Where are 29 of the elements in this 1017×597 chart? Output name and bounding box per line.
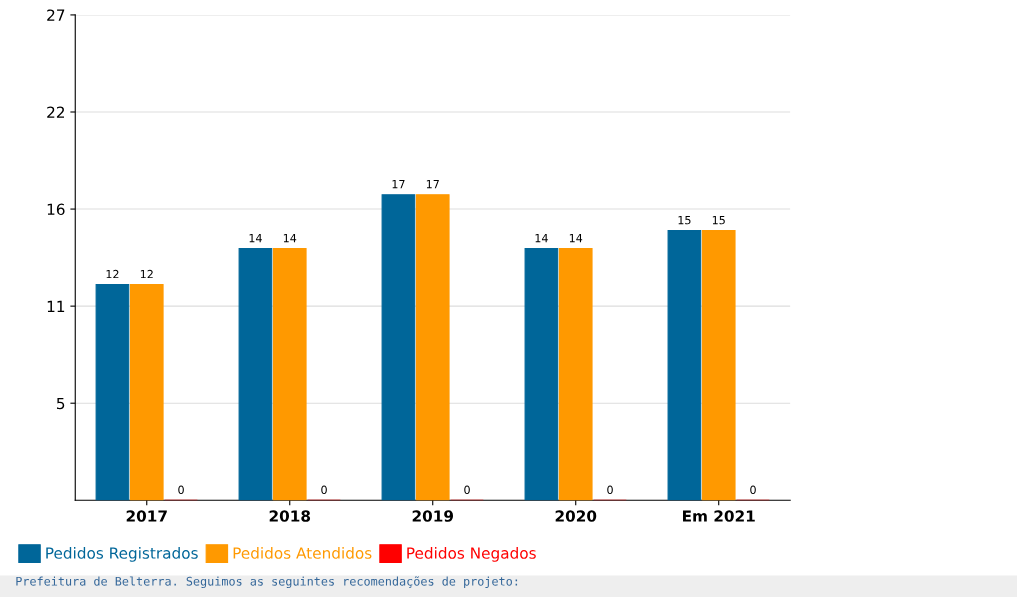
y-tick-label: 16: [47, 203, 65, 216]
y-tick-label: 22: [47, 106, 65, 118]
data-label: 12: [140, 269, 153, 279]
y-tick-label: 27: [47, 9, 65, 21]
x-tick-label: 2017: [126, 510, 167, 522]
data-label: 15: [678, 216, 691, 225]
legend-label: Pedidos Atendidos: [233, 547, 372, 559]
data-label: 14: [535, 234, 548, 243]
x-tick-label: 2020: [555, 510, 597, 522]
data-label: 0: [750, 485, 756, 494]
data-label: 17: [392, 180, 405, 189]
x-tick-label: 2019: [412, 510, 454, 522]
data-label: 0: [464, 485, 470, 494]
data-label: 0: [178, 485, 184, 494]
data-label: 15: [712, 216, 725, 225]
data-label: 14: [569, 234, 583, 243]
y-tick-label: 11: [47, 300, 65, 312]
data-label: 17: [426, 180, 439, 189]
y-tick-label: 5: [56, 397, 65, 410]
data-label: 14: [249, 234, 262, 243]
data-label: 14: [283, 234, 297, 243]
data-label: 12: [106, 269, 119, 279]
x-tick-label: 2018: [269, 510, 311, 522]
legend-label: Pedidos Negados: [407, 547, 536, 562]
data-label: 0: [607, 485, 613, 494]
text: Prefeitura de Belterra. Seguimos as seguintes recomendações de projeto:: [16, 576, 518, 589]
data-label: 0: [321, 485, 327, 494]
legend-label: Pedidos Registrados: [46, 547, 198, 562]
x-tick-label: Em 2021: [683, 510, 755, 522]
